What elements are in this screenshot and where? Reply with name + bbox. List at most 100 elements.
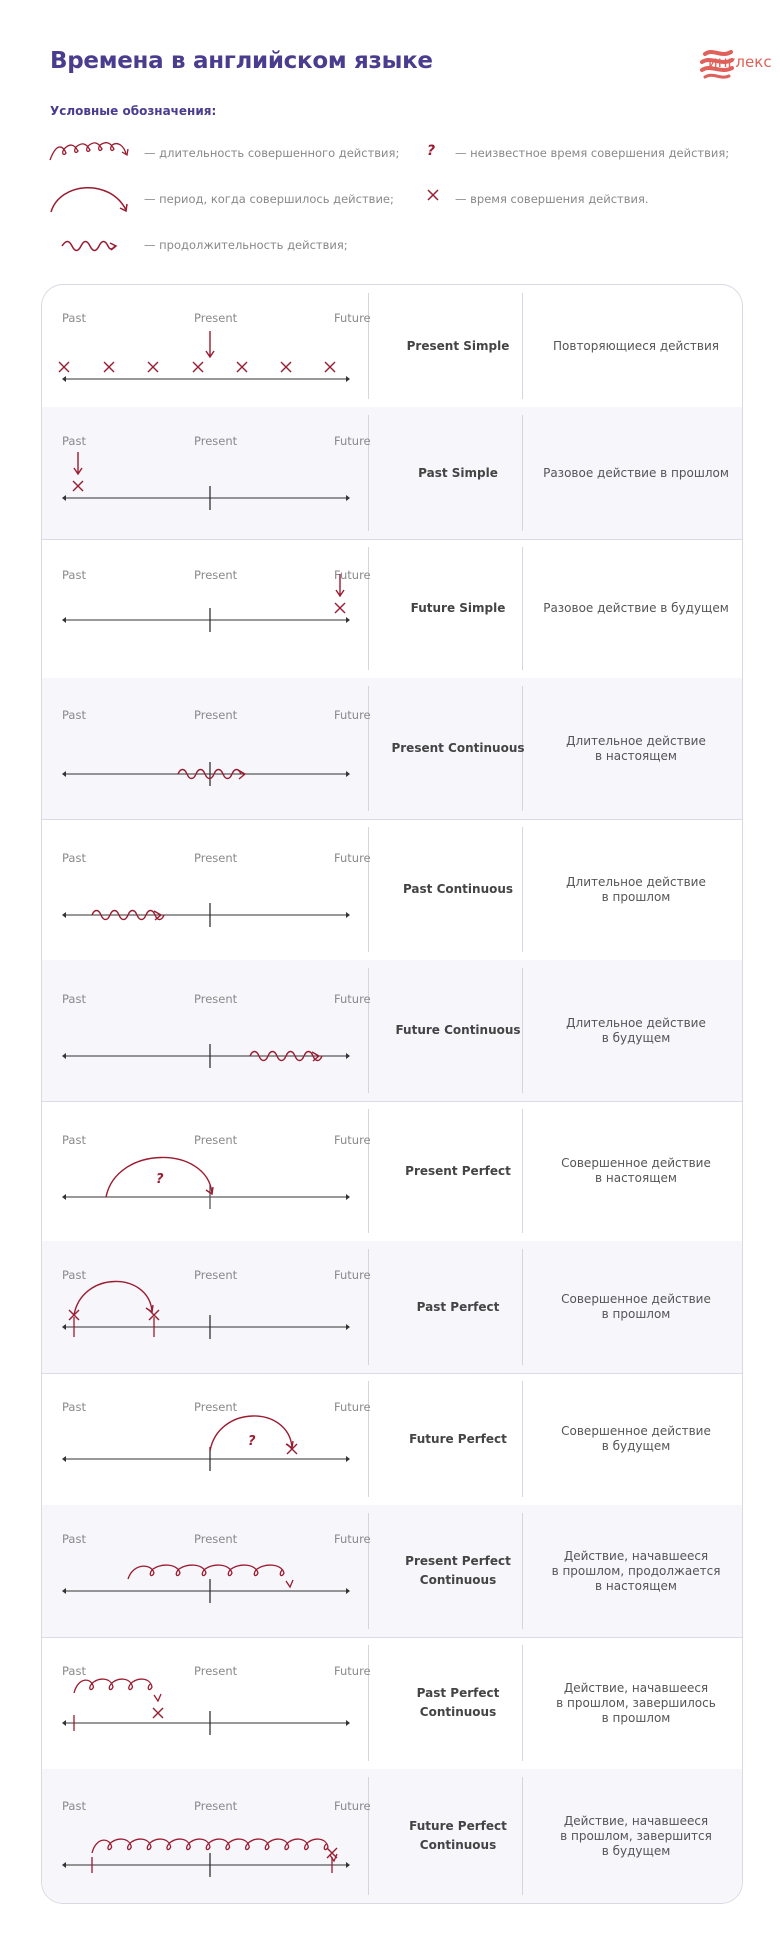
column-divider (368, 686, 369, 811)
tense-name: Future Perfect (380, 1430, 536, 1449)
tense-name: Past Perfect Continuous (380, 1684, 536, 1722)
description-line: в прошлом (601, 1710, 671, 1725)
column-divider (522, 1645, 523, 1761)
timeline-label-present: Present (194, 1532, 238, 1546)
column-divider (522, 1109, 523, 1233)
timeline-label-future: Future (334, 1133, 371, 1147)
tense-name: Present Perfect Continuous (380, 1552, 536, 1590)
timeline-label-present: Present (194, 708, 238, 722)
description-line: в прошлом, завершилось (556, 1695, 716, 1710)
timeline-svg (62, 1564, 350, 1603)
table-row: Past Present Future Past Perfect Continuous Д… (42, 1637, 742, 1770)
column-divider (522, 827, 523, 952)
tense-name-line: Continuous (419, 1705, 497, 1719)
tense-name-line: Present Perfect (405, 1554, 511, 1568)
tense-name-line: Past Perfect (416, 1299, 500, 1314)
wave-arrow-icon (177, 768, 242, 780)
legend-text-arc: — период, когда совершилось действие; (144, 192, 394, 206)
axis-arrow-left-icon (62, 617, 66, 623)
timeline-label-past: Past (62, 1268, 86, 1282)
tense-description: Длительное действие в прошлом (536, 875, 736, 905)
cross-mark-icon (147, 361, 159, 373)
tense-name-line: Future Perfect (409, 1819, 507, 1833)
tense-name-line: Past Perfect (416, 1686, 500, 1700)
description-line: Действие, начавшееся (563, 1813, 709, 1828)
timeline-label-future: Future (334, 1532, 371, 1546)
cross-mark-icon (334, 602, 346, 614)
timeline-svg: ? (62, 1415, 350, 1471)
tense-name-line: Continuous (419, 1573, 497, 1587)
timeline-label-future: Future (334, 1268, 371, 1282)
column-divider (522, 1381, 523, 1497)
timeline-label-past: Past (62, 311, 86, 325)
tense-name: Future Continuous (380, 1021, 536, 1040)
wave-arrow-icon (61, 240, 118, 252)
axis-arrow-left-icon (62, 1862, 66, 1868)
timeline-label-past: Past (62, 1664, 86, 1678)
question-mark-icon: ? (427, 143, 436, 159)
tenses-table: Past Present Future Present Simple Повторяющ… (41, 284, 743, 1904)
table-row: Past Present Future? Present Perfect Соверше… (42, 1101, 742, 1242)
axis-arrow-right-icon (346, 1456, 350, 1462)
axis-arrow-right-icon (346, 1194, 350, 1200)
timeline-label-future: Future (334, 434, 371, 448)
axis-arrow-left-icon (62, 376, 66, 382)
timeline-label-present: Present (194, 851, 238, 865)
column-divider (522, 686, 523, 811)
tense-name: Past Continuous (380, 880, 536, 899)
timeline-svg (62, 1280, 350, 1339)
timeline-diagram: Past Present Future (54, 285, 374, 407)
axis-arrow-right-icon (346, 495, 350, 501)
cross-mark-icon (280, 361, 292, 373)
axis-arrow-left-icon (62, 771, 66, 777)
column-divider (368, 1381, 369, 1497)
timeline-label-past: Past (62, 1133, 86, 1147)
tense-name-line: Present Perfect (405, 1163, 511, 1178)
loops-arrow-icon (49, 142, 129, 161)
column-divider (522, 1513, 523, 1629)
column-divider (522, 968, 523, 1093)
tense-name: Past Simple (380, 464, 536, 483)
description-line: Длительное действие (566, 733, 706, 748)
column-divider (368, 1777, 369, 1895)
timeline-diagram: Past Present Future (54, 407, 374, 539)
table-row: Past Present Future Past Continuous Длительн… (42, 819, 742, 961)
table-row: Past Present Future Past Simple Разовое дейс… (42, 407, 742, 540)
cross-mark-icon (103, 361, 115, 373)
tense-description: Длительное действие в настоящем (536, 734, 736, 764)
axis-arrow-right-icon (346, 1720, 350, 1726)
axis-arrow-right-icon (346, 1053, 350, 1059)
loops-arrow-icon (73, 1678, 153, 1694)
wave-arrow-icon (249, 1050, 323, 1062)
column-divider (368, 293, 369, 399)
axis-arrow-left-icon (62, 495, 66, 501)
timeline-diagram: Past Present Future? (54, 1101, 374, 1241)
tense-description: Разовое действие в будущем (536, 601, 736, 616)
page-title: Времена в английском языке (50, 48, 433, 74)
table-row: Past Present Future Future Perfect Continuou… (42, 1769, 742, 1903)
column-divider (522, 547, 523, 670)
axis-arrow-left-icon (62, 1720, 66, 1726)
tense-name: Present Simple (380, 337, 536, 356)
tense-name-line: Future Continuous (395, 1023, 521, 1037)
description-line: в будущем (601, 1439, 671, 1453)
axis-arrow-left-icon (62, 1324, 66, 1330)
description-line: в будущем (601, 1843, 671, 1858)
description-line: Разовое действие в будущем (543, 601, 729, 615)
description-line: Разовое действие в прошлом (543, 465, 729, 480)
axis-arrow-left-icon (62, 1456, 66, 1462)
column-divider (368, 415, 369, 531)
tense-description: Действие, начавшееся в прошлом, продолжае… (536, 1549, 736, 1594)
timeline-diagram: Past Present Future (54, 539, 374, 678)
table-row: Past Present Future Present Perfect Continuo… (42, 1505, 742, 1638)
timeline-label-present: Present (194, 1133, 238, 1147)
timeline-label-future: Future (334, 708, 371, 722)
timeline-label-past: Past (62, 1400, 86, 1414)
timeline-svg (62, 1838, 350, 1877)
timeline-diagram: Past Present Future (54, 819, 374, 960)
description-line: в настоящем (595, 1578, 677, 1593)
timeline-label-present: Present (194, 568, 238, 582)
timeline-diagram: Past Present Future (54, 678, 374, 819)
timeline-label-future: Future (334, 851, 371, 865)
description-line: в прошлом, завершится (560, 1828, 712, 1843)
